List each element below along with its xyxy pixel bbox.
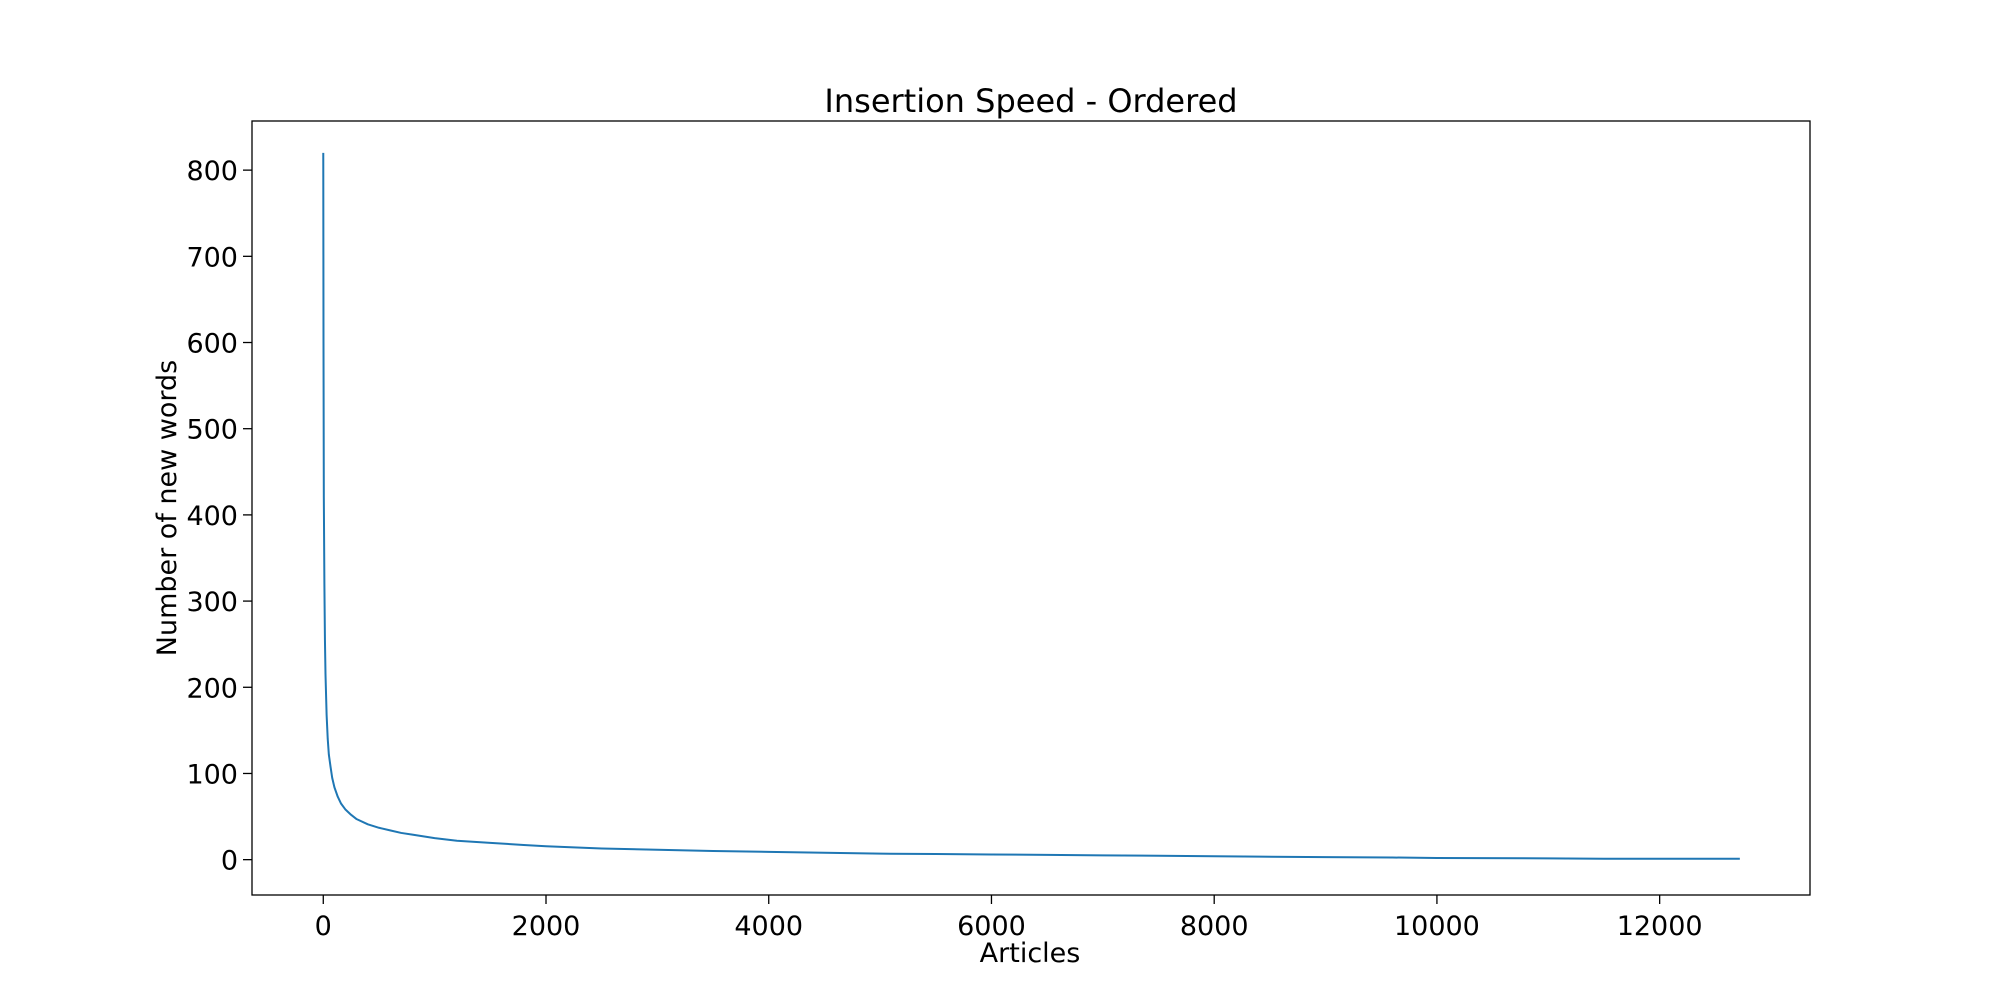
x-tick-label: 12000 [1617, 911, 1703, 942]
x-tick-label: 4000 [734, 911, 803, 942]
y-tick-label: 100 [186, 759, 238, 790]
y-tick-label: 300 [186, 587, 238, 618]
x-axis-ticks: 0 2000 4000 6000 8000 10000 12000 [315, 895, 1703, 942]
y-tick-label: 200 [186, 673, 238, 704]
x-axis-label: Articles [980, 938, 1081, 969]
series-line [322, 152, 1740, 860]
y-axis-label: Number of new words [152, 360, 183, 656]
y-axis-ticks: 0 100 200 300 400 500 600 700 800 [186, 156, 252, 877]
plot-area-frame [251, 120, 1811, 896]
y-tick-label: 800 [186, 156, 238, 187]
y-tick-label: 600 [186, 329, 238, 360]
y-tick-label: 0 [221, 846, 238, 877]
x-tick-label: 6000 [957, 911, 1026, 942]
y-tick-label: 500 [186, 415, 238, 446]
x-tick-label: 8000 [1180, 911, 1249, 942]
x-tick-label: 10000 [1394, 911, 1480, 942]
x-tick-label: 2000 [512, 911, 581, 942]
y-tick-label: 700 [186, 242, 238, 273]
chart-title: Insertion Speed - Ordered [824, 82, 1237, 120]
x-tick-label: 0 [315, 911, 332, 942]
y-tick-label: 400 [186, 501, 238, 532]
